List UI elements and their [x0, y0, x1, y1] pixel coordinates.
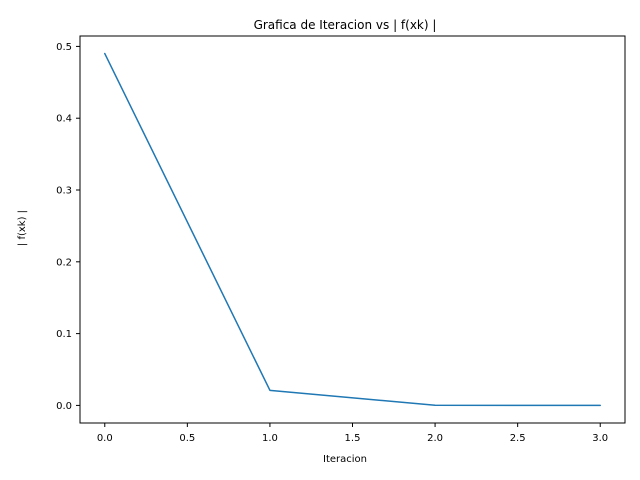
y-tick-label: 0.1 — [56, 329, 72, 340]
y-tick-label: 0.2 — [56, 257, 72, 268]
y-tick-label: 0.4 — [56, 114, 72, 125]
x-tick-label: 3.0 — [592, 433, 608, 444]
series-line — [104, 52, 601, 407]
y-tick-label: 0.3 — [56, 186, 72, 197]
y-axis-label: | f(xk) | — [17, 210, 28, 246]
chart-title: Grafica de Iteracion vs | f(xk) | — [254, 18, 437, 32]
x-tick-label: 2.5 — [510, 433, 526, 444]
plot-area: 0.0 0.5 1.0 1.5 2.0 2.5 3.0 0.0 0.1 0.2 0.3 0.4 0.5 — [56, 35, 626, 444]
x-tick-label: 1.0 — [262, 433, 278, 444]
x-tick-label: 2.0 — [427, 433, 443, 444]
y-tick-label: 0.0 — [56, 401, 72, 412]
y-tick-label: 0.5 — [56, 42, 72, 53]
x-tick-label: 0.5 — [179, 433, 195, 444]
x-axis-label: Iteracion — [323, 454, 367, 465]
x-tick-label: 1.5 — [345, 433, 361, 444]
x-tick-label: 0.0 — [97, 433, 113, 444]
